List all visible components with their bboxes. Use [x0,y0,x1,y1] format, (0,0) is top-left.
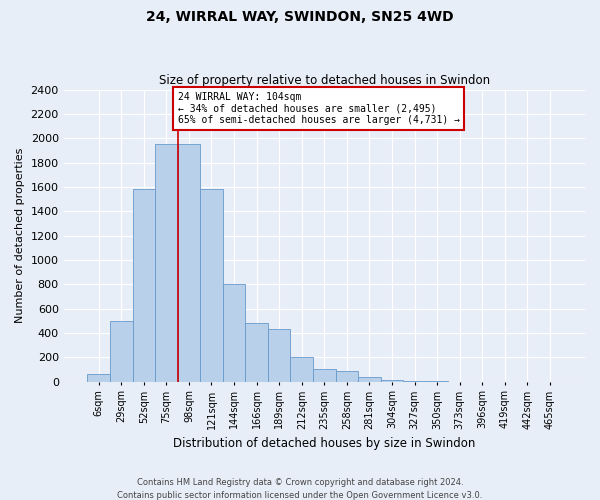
Text: 24, WIRRAL WAY, SWINDON, SN25 4WD: 24, WIRRAL WAY, SWINDON, SN25 4WD [146,10,454,24]
X-axis label: Distribution of detached houses by size in Swindon: Distribution of detached houses by size … [173,437,476,450]
Bar [245,323,268,382]
Y-axis label: Number of detached properties: Number of detached properties [15,148,25,324]
Bar [335,370,358,382]
Bar [133,190,155,382]
Bar [88,374,110,382]
Bar [290,358,313,382]
Text: Contains HM Land Registry data © Crown copyright and database right 2024.
Contai: Contains HM Land Registry data © Crown c… [118,478,482,500]
Bar [178,144,200,382]
Bar [403,381,426,382]
Bar [358,378,381,382]
Bar [200,190,223,382]
Bar [268,330,290,382]
Bar [313,370,335,382]
Bar [381,380,403,382]
Bar [110,321,133,382]
Title: Size of property relative to detached houses in Swindon: Size of property relative to detached ho… [159,74,490,87]
Bar [155,144,178,382]
Bar [223,284,245,382]
Text: 24 WIRRAL WAY: 104sqm
← 34% of detached houses are smaller (2,495)
65% of semi-d: 24 WIRRAL WAY: 104sqm ← 34% of detached … [178,92,460,125]
